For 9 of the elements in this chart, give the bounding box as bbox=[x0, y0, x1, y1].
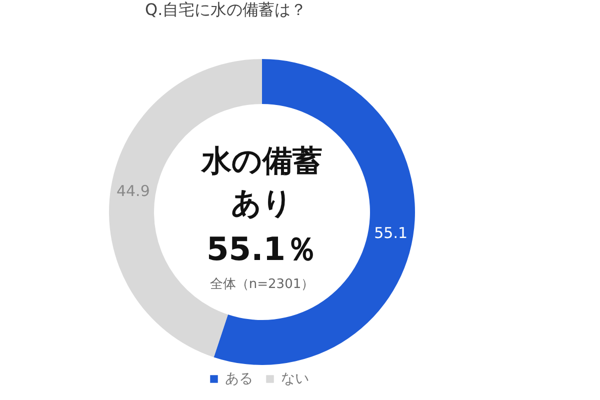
data-label: 44.9 bbox=[116, 182, 150, 200]
legend-label: ある bbox=[225, 371, 253, 387]
text: 55.1％ bbox=[206, 230, 318, 268]
text: 全体（n=2301） bbox=[210, 277, 314, 292]
text: あり bbox=[231, 186, 293, 221]
text: 水の備蓄 bbox=[200, 144, 322, 179]
chart-title: Q.自宅に水の備蓄は？ bbox=[145, 0, 307, 19]
legend-label: ない bbox=[281, 371, 309, 387]
data-label: 55.1 bbox=[374, 224, 408, 242]
